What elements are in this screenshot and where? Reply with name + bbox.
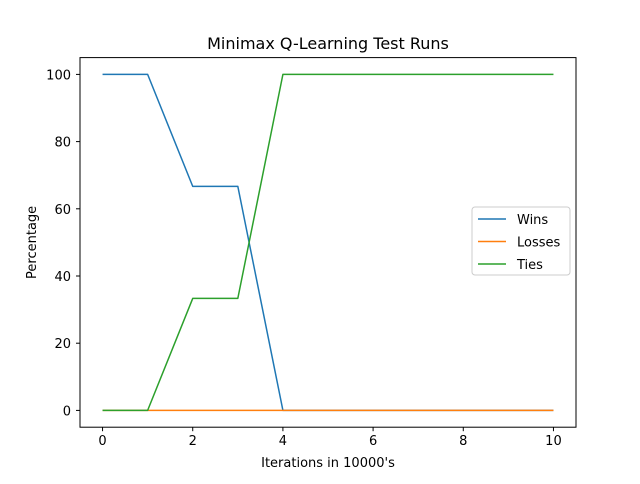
x-axis-ticks: 0 2 4 6 8 10 [98,427,562,449]
y-tick-label: 40 [54,270,71,285]
legend-items: Wins Losses Ties [478,213,561,273]
legend-label-ties: Ties [516,258,543,273]
x-tick-label: 0 [98,434,106,449]
y-tick-label: 0 [63,404,71,419]
x-tick-label: 4 [279,434,287,449]
y-tick-label: 80 [54,136,71,151]
legend-box [471,206,571,276]
series-line-ties [102,73,554,412]
y-tick-label: 60 [54,203,71,218]
x-axis-label: Iterations in 10000's [261,456,395,471]
x-tick-label: 6 [369,434,377,449]
y-axis-ticks: 0 20 40 60 80 100 [46,68,80,419]
y-tick-label: 100 [46,68,71,83]
legend: Wins Losses Ties [471,206,571,276]
chart-title: Minimax Q-Learning Test Runs [207,34,449,53]
plot-frame [79,57,577,428]
y-tick-label: 20 [54,337,71,352]
x-tick-label: 10 [545,434,562,449]
y-axis-label: Percentage [25,206,40,279]
legend-label-losses: Losses [517,236,561,251]
series-layer [102,73,554,412]
legend-label-wins: Wins [517,213,548,228]
x-tick-label: 8 [459,434,467,449]
x-tick-label: 2 [189,434,197,449]
